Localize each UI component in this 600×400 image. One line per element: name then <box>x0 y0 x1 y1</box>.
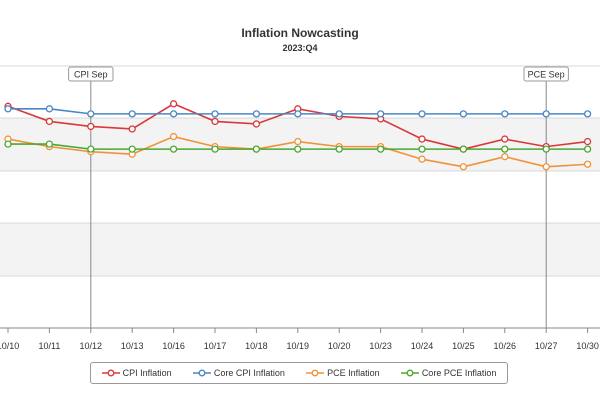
data-point[interactable] <box>459 145 468 153</box>
data-point[interactable] <box>169 145 178 153</box>
x-tick-label: 10/17 <box>204 341 227 351</box>
x-tick-label: 10/30 <box>576 341 599 351</box>
series-group[interactable] <box>4 140 592 153</box>
annotation-box <box>523 66 569 82</box>
x-tick-label: 10/25 <box>452 341 475 351</box>
data-point[interactable] <box>501 145 509 153</box>
data-point[interactable] <box>252 120 261 128</box>
data-point[interactable] <box>294 137 302 146</box>
data-point[interactable] <box>294 110 302 118</box>
x-tick-label: 10/23 <box>369 341 392 351</box>
plot-bands <box>0 66 600 328</box>
data-point[interactable] <box>252 110 261 118</box>
annotation-box <box>68 66 114 82</box>
data-point[interactable] <box>376 145 385 153</box>
x-tick-label: 10/12 <box>80 341 103 351</box>
chart-title: Inflation Nowcasting <box>241 26 359 40</box>
legend-label: CPI Inflation <box>122 368 172 378</box>
legend-swatch <box>192 369 211 377</box>
x-tick-label: 10/27 <box>535 341 558 351</box>
data-point[interactable] <box>211 110 219 118</box>
data-point[interactable] <box>4 105 12 113</box>
data-point[interactable] <box>583 110 592 118</box>
data-point[interactable] <box>87 110 95 118</box>
data-point[interactable] <box>87 122 95 131</box>
legend-item[interactable]: Core PCE Inflation <box>400 368 497 378</box>
data-point[interactable] <box>418 145 426 153</box>
legend-swatch <box>101 369 120 377</box>
data-point[interactable] <box>418 110 426 118</box>
data-point[interactable] <box>128 110 136 118</box>
plot-band <box>0 276 600 328</box>
data-point[interactable] <box>583 160 592 168</box>
data-point[interactable] <box>45 117 54 126</box>
data-point[interactable] <box>542 145 550 153</box>
data-point[interactable] <box>211 145 219 153</box>
legend: CPI Inflation Core CPI Inflation PCE Infla… <box>90 362 508 384</box>
series-group[interactable] <box>4 105 592 118</box>
legend-swatch <box>306 369 325 377</box>
x-tick-label: 10/16 <box>162 341 185 351</box>
data-point[interactable] <box>418 155 426 163</box>
data-point[interactable] <box>501 135 509 143</box>
x-tick-label: 10/20 <box>328 341 351 351</box>
x-tick-label: 10/11 <box>38 341 60 351</box>
x-tick-label: 10/19 <box>287 341 310 351</box>
data-point[interactable] <box>169 132 178 141</box>
chart-subtitle: 2023:Q4 <box>282 43 318 53</box>
data-point[interactable] <box>169 100 178 108</box>
data-point[interactable] <box>4 140 12 148</box>
x-axis-ticks: 10/10 10/11 10/12 10/13 10/16 10/17 10/18 10/19… <box>0 328 599 351</box>
data-point[interactable] <box>87 145 95 153</box>
data-point[interactable] <box>501 110 509 118</box>
data-point[interactable] <box>583 145 592 153</box>
legend-swatch <box>400 369 419 377</box>
data-point[interactable] <box>542 110 550 118</box>
annotation-label: PCE Sep <box>528 70 565 80</box>
data-point[interactable] <box>169 110 178 118</box>
data-point[interactable] <box>45 105 54 113</box>
legend-item[interactable]: Core CPI Inflation <box>192 368 285 378</box>
data-point[interactable] <box>128 125 136 133</box>
data-point[interactable] <box>294 145 302 153</box>
data-point[interactable] <box>335 110 343 118</box>
data-point[interactable] <box>459 110 468 118</box>
annotation-label: CPI Sep <box>74 70 108 80</box>
data-point[interactable] <box>542 163 550 171</box>
legend-item[interactable]: CPI Inflation <box>101 368 172 378</box>
x-tick-label: 10/24 <box>411 341 434 351</box>
data-point[interactable] <box>45 140 54 148</box>
data-point[interactable] <box>459 163 468 171</box>
data-point[interactable] <box>583 137 592 146</box>
data-point[interactable] <box>335 145 343 153</box>
gridlines <box>0 65 600 329</box>
x-tick-label: 10/26 <box>494 341 517 351</box>
plot-band <box>0 223 600 276</box>
x-tick-label: 10/13 <box>121 341 144 351</box>
legend-label: PCE Inflation <box>327 368 380 378</box>
data-point[interactable] <box>418 135 426 143</box>
data-point[interactable] <box>211 117 219 126</box>
x-tick-label: 10/18 <box>245 341 268 351</box>
legend-item[interactable]: PCE Inflation <box>306 368 380 378</box>
data-point[interactable] <box>376 110 385 118</box>
x-tick-label: 10/10 <box>0 341 19 351</box>
legend-label: Core PCE Inflation <box>421 368 497 378</box>
data-point[interactable] <box>128 145 136 153</box>
data-point[interactable] <box>501 153 509 161</box>
legend-label: Core CPI Inflation <box>213 368 285 378</box>
data-point[interactable] <box>252 145 261 153</box>
annotations: CPI Sep PCE Sep <box>68 66 569 328</box>
plot-band <box>0 171 600 223</box>
series-lines <box>4 100 592 171</box>
